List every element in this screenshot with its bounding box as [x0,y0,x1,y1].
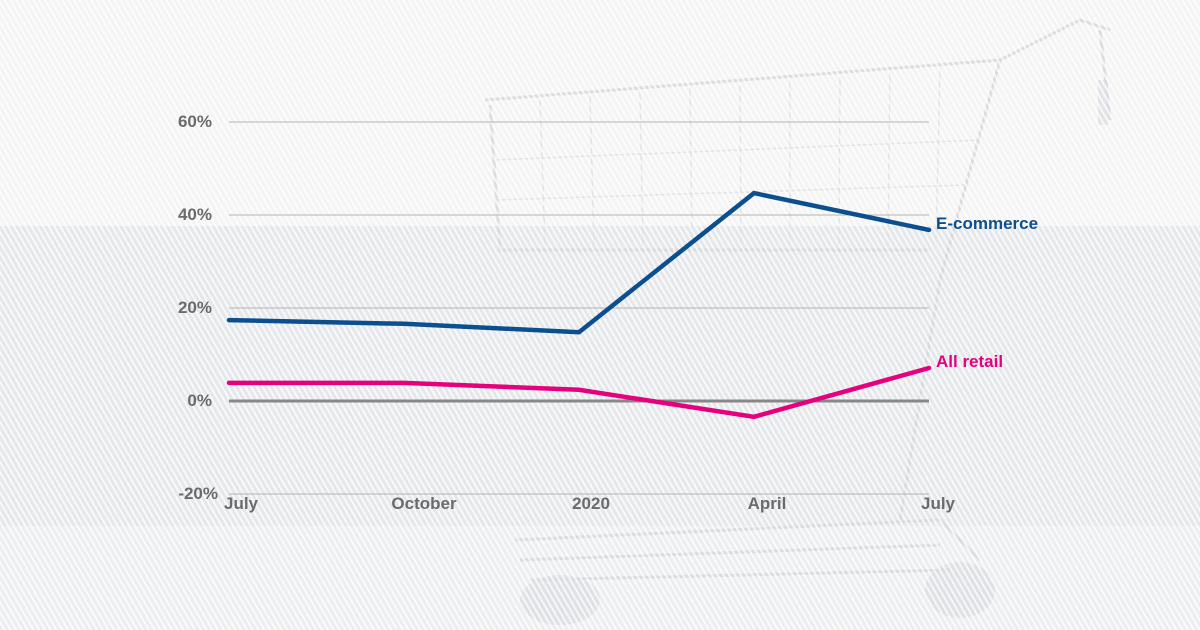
y-tick-20: 20% [177,298,212,317]
all-retail-line [226,365,932,420]
all-retail-series-label: All retail [936,352,1004,371]
y-tick-0: 0% [187,391,212,410]
y-tick-minus-20: -20% [178,484,218,503]
x-tick-july-end: July [920,494,956,513]
ecommerce-line [226,190,932,335]
x-tick-2020: 2020 [572,494,610,513]
gridlines [229,121,929,495]
x-tick-july-start: July [223,494,259,513]
y-tick-40: 40% [177,205,212,224]
x-tick-april: April [747,494,787,513]
y-tick-60: 60% [177,112,212,131]
x-tick-october: October [391,494,457,513]
ecommerce-series-label: E-commerce [936,214,1039,233]
